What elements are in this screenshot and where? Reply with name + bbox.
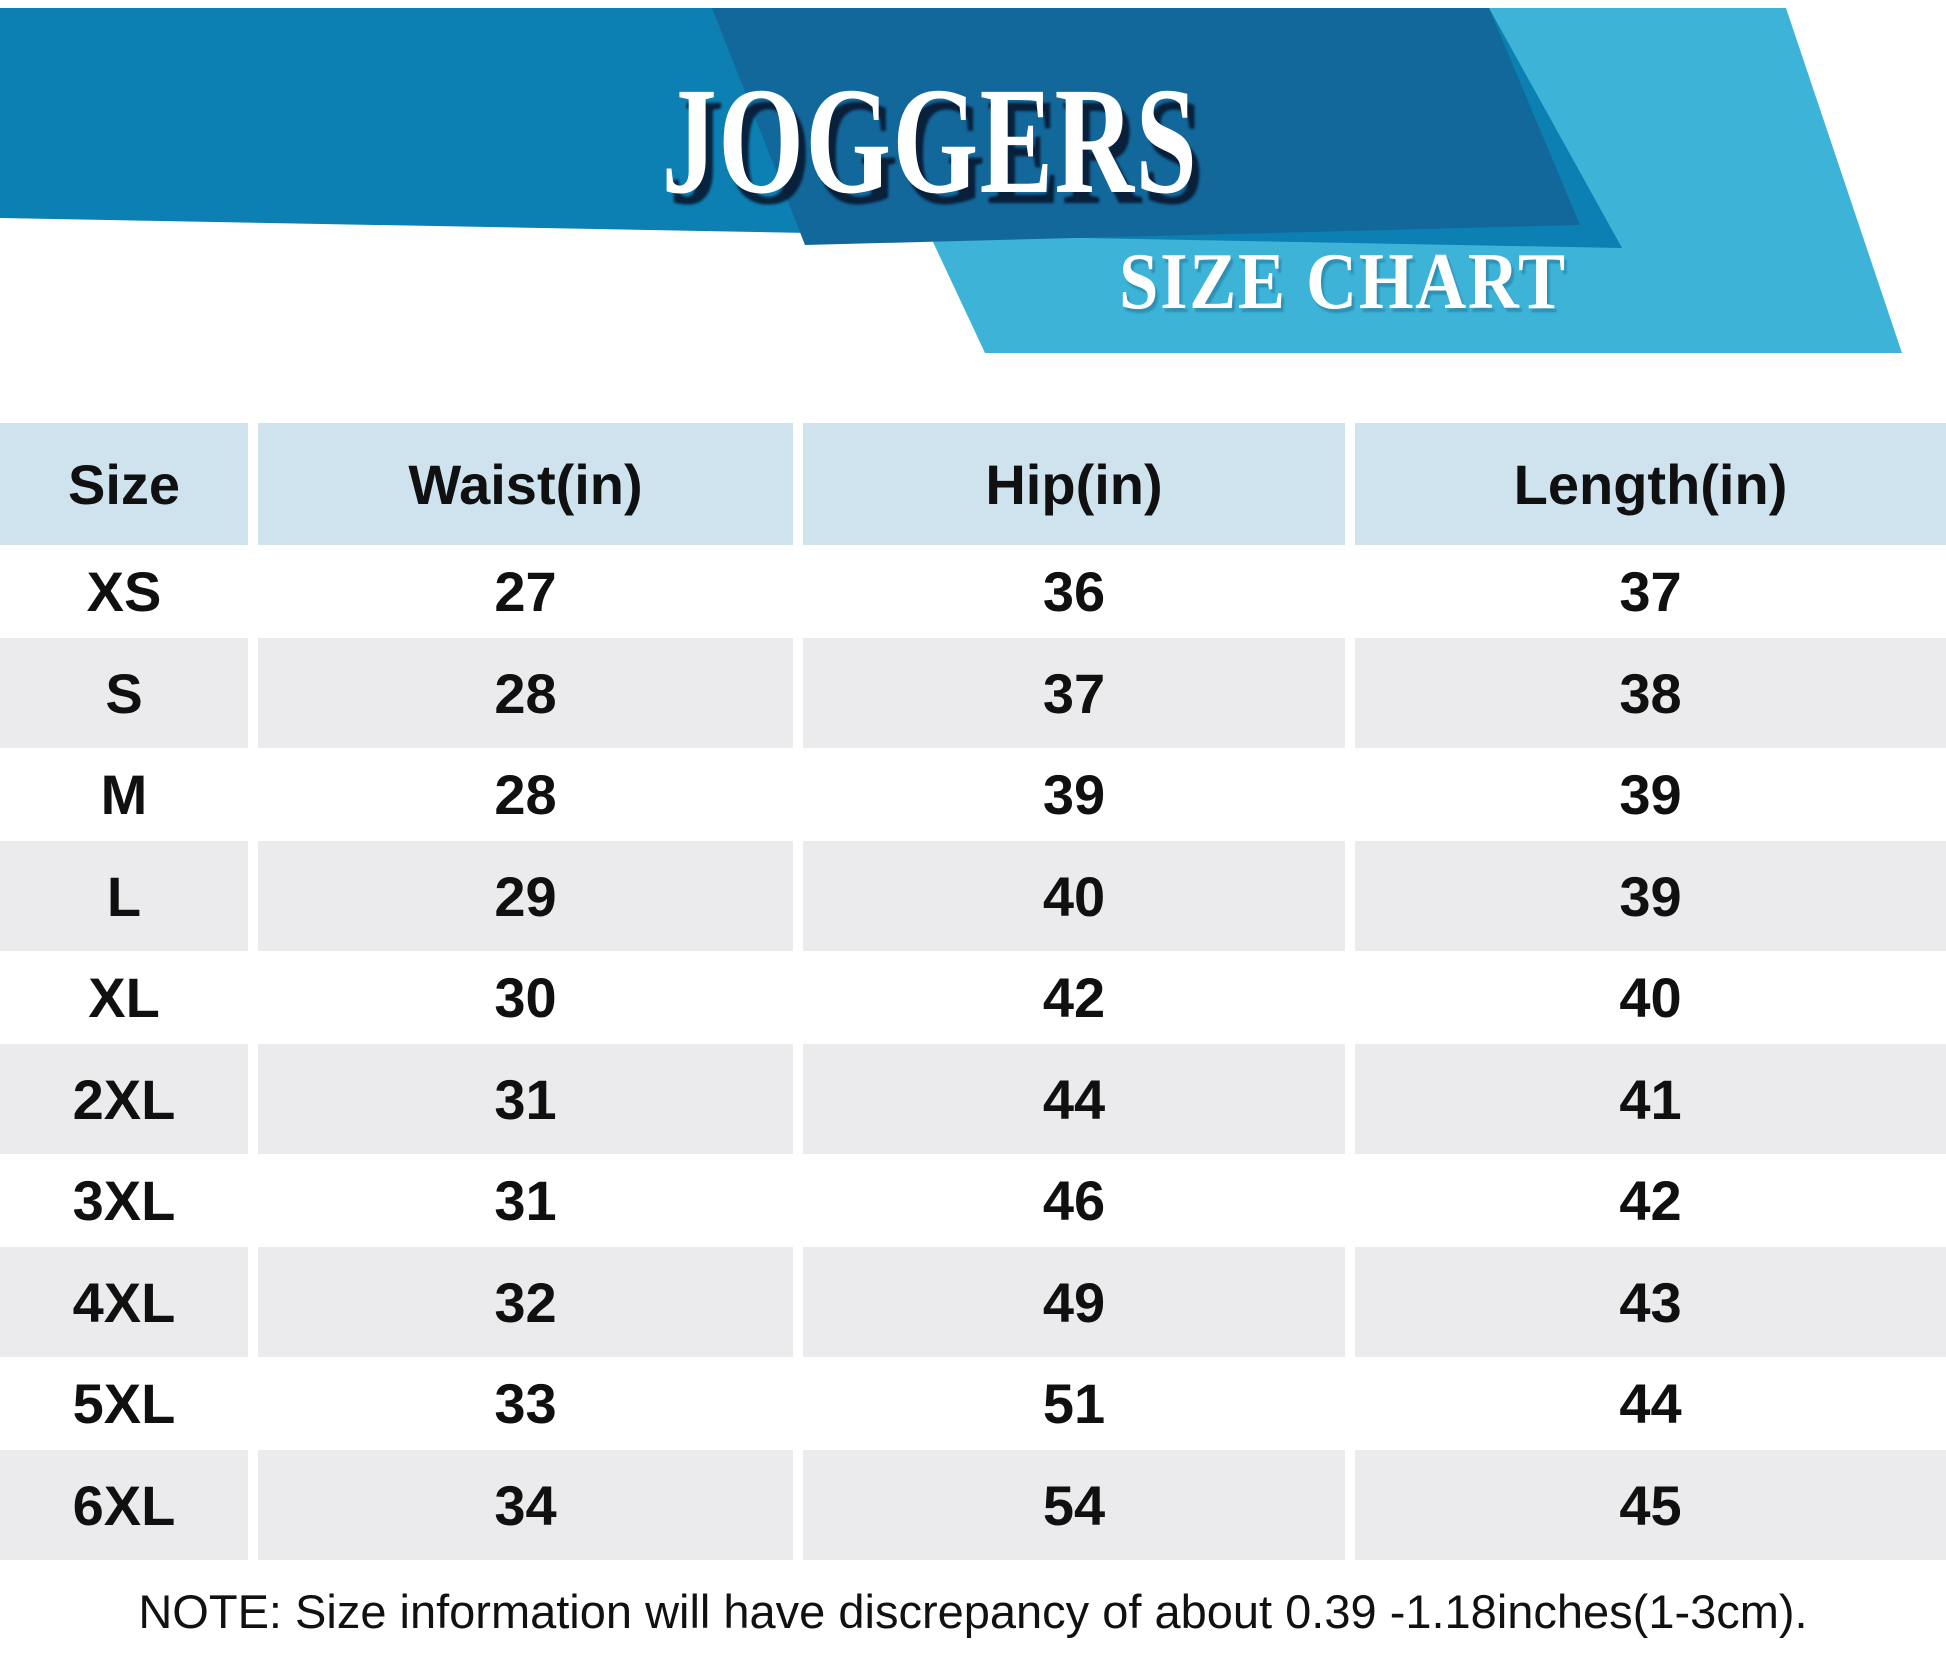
column-header-length: Length(in) [1355, 423, 1946, 545]
cell-s-waist: 28 [258, 638, 793, 748]
cell-m-length: 39 [1355, 748, 1946, 841]
cell-xl-hip: 42 [803, 951, 1345, 1044]
cell-xl-waist: 30 [258, 951, 793, 1044]
size-cell-3xl: 3XL [0, 1154, 248, 1247]
cell-4xl-waist: 32 [258, 1247, 793, 1357]
size-cell-xl: XL [0, 951, 248, 1044]
size-cell-2xl: 2XL [0, 1044, 248, 1154]
cell-4xl-hip: 49 [803, 1247, 1345, 1357]
cell-s-hip: 37 [803, 638, 1345, 748]
size-cell-4xl: 4XL [0, 1247, 248, 1357]
cell-2xl-hip: 44 [803, 1044, 1345, 1154]
cell-5xl-hip: 51 [803, 1357, 1345, 1450]
cell-xl-length: 40 [1355, 951, 1946, 1044]
size-cell-xs: XS [0, 545, 248, 638]
cell-s-length: 38 [1355, 638, 1946, 748]
cell-5xl-length: 44 [1355, 1357, 1946, 1450]
cell-3xl-length: 42 [1355, 1154, 1946, 1247]
size-cell-s: S [0, 638, 248, 748]
cell-2xl-waist: 31 [258, 1044, 793, 1154]
cell-6xl-waist: 34 [258, 1450, 793, 1560]
cell-4xl-length: 43 [1355, 1247, 1946, 1357]
cell-l-hip: 40 [803, 841, 1345, 951]
cell-6xl-hip: 54 [803, 1450, 1345, 1560]
cell-xs-hip: 36 [803, 545, 1345, 638]
cell-l-waist: 29 [258, 841, 793, 951]
size-cell-5xl: 5XL [0, 1357, 248, 1450]
column-header-size: Size [0, 423, 248, 545]
cell-m-waist: 28 [258, 748, 793, 841]
size-cell-m: M [0, 748, 248, 841]
cell-xs-waist: 27 [258, 545, 793, 638]
cell-6xl-length: 45 [1355, 1450, 1946, 1560]
column-header-hip: Hip(in) [803, 423, 1345, 545]
banner-art [0, 8, 1902, 353]
note-text: NOTE: Size information will have discrep… [138, 1585, 1808, 1638]
banner-shape-dark-blue [712, 8, 1580, 245]
cell-5xl-waist: 33 [258, 1357, 793, 1450]
column-header-waist: Waist(in) [258, 423, 793, 545]
page-subtitle: SIZE CHART [1119, 236, 1567, 326]
cell-m-hip: 39 [803, 748, 1345, 841]
cell-xs-length: 37 [1355, 545, 1946, 638]
cell-3xl-waist: 31 [258, 1154, 793, 1247]
size-table: Size Waist(in) Hip(in) Length(in) XS 27 36 37 S 2… [0, 423, 1946, 1560]
cell-2xl-length: 41 [1355, 1044, 1946, 1154]
cell-3xl-hip: 46 [803, 1154, 1345, 1247]
cell-l-length: 39 [1355, 841, 1946, 951]
header-banner: JOGGERS SIZE CHART [0, 0, 1946, 360]
size-cell-6xl: 6XL [0, 1450, 248, 1560]
size-cell-l: L [0, 841, 248, 951]
page-title: JOGGERS [661, 57, 1199, 226]
